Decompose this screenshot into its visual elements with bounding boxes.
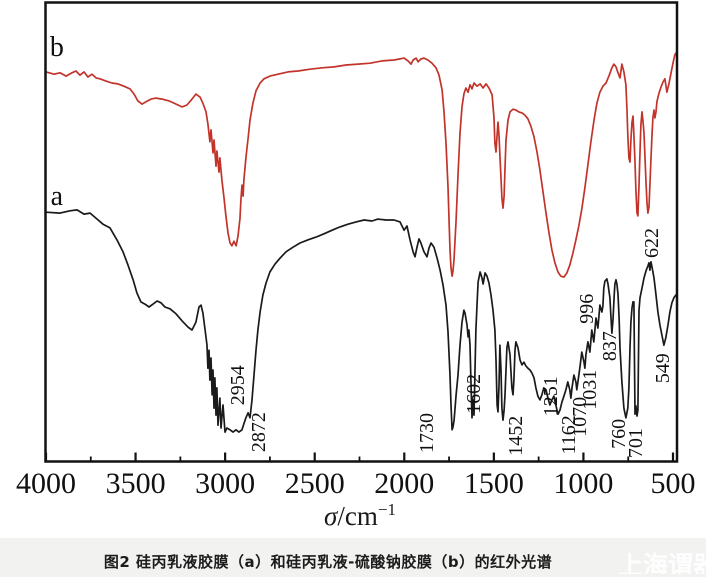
curve-a	[45, 209, 677, 433]
x-axis-tick-label: 1500	[464, 467, 524, 500]
peak-label-1452: 1452	[505, 416, 527, 456]
x-axis-tick-label: 500	[650, 467, 695, 500]
series-label-b: b	[50, 32, 64, 63]
peak-label-2954: 2954	[227, 365, 249, 405]
x-axis-tick-label: 3500	[106, 467, 166, 500]
peak-label-1070: 1070	[569, 397, 591, 437]
x-axis-title-unit: /cm	[337, 501, 378, 531]
x-axis-tick-label: 2500	[285, 467, 345, 500]
peak-label-2872: 2872	[248, 412, 270, 452]
peak-label-996: 996	[576, 294, 598, 324]
x-axis-title-sigma: σ	[324, 501, 338, 531]
x-axis-title: σ/cm−1	[290, 500, 430, 532]
x-axis-title-exponent: −1	[377, 500, 396, 519]
peak-label-1031: 1031	[579, 370, 601, 410]
series-label-a: a	[51, 181, 64, 212]
peak-label-1162: 1162	[558, 415, 580, 454]
peak-label-1251: 1251	[540, 376, 562, 416]
x-axis-tick-label: 1000	[553, 467, 613, 500]
plot-frame	[44, 1, 679, 463]
peak-label-701: 701	[625, 428, 647, 458]
curve-b	[45, 51, 678, 278]
x-axis-tick-label: 3000	[195, 467, 255, 500]
peak-label-1730: 1730	[416, 413, 438, 453]
x-axis-tick-label: 2000	[374, 467, 434, 500]
peak-label-622: 622	[641, 228, 663, 258]
peak-label-549: 549	[652, 353, 674, 383]
figure-caption: 图2 硅丙乳液胶膜（a）和硅丙乳液-硫酸钠胶膜（b）的红外光谱	[103, 553, 553, 571]
watermark: 上海谓器	[618, 551, 706, 574]
peak-label-1602: 1602	[463, 374, 485, 414]
peak-label-760: 760	[608, 419, 630, 449]
x-axis-tick-label: 4000	[16, 467, 76, 500]
caption-band	[0, 538, 706, 577]
peak-label-837: 837	[599, 331, 621, 361]
